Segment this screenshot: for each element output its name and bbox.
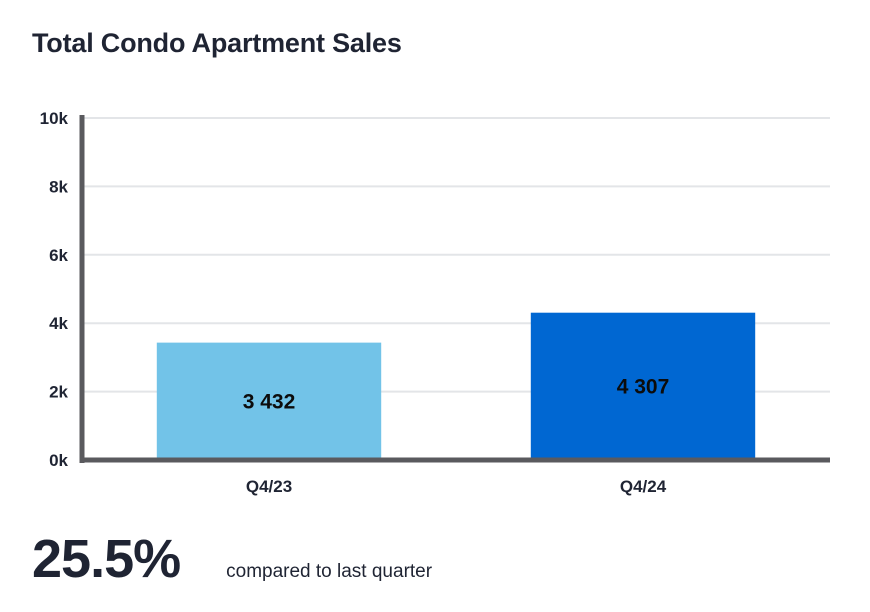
y-tick-label: 6k (49, 246, 68, 265)
change-caption: compared to last quarter (226, 561, 433, 582)
y-tick-label: 8k (49, 177, 68, 196)
labels: 0k 2k 4k 6k 8k 10k 3 432 Q4/23 4 307 Q4/24 (40, 109, 670, 496)
axes (79, 115, 830, 463)
summary: 25.5% compared to last quarter (32, 528, 432, 590)
y-tick-label: 2k (49, 383, 68, 402)
bars (156, 312, 756, 460)
x-tick-label: Q4/24 (620, 477, 667, 496)
bar-value-label: 4 307 (617, 375, 670, 398)
bar-q4-23 (156, 342, 382, 460)
y-tick-label: 10k (40, 109, 69, 128)
bar-value-label: 3 432 (243, 390, 296, 413)
y-tick-label: 4k (49, 314, 68, 333)
x-tick-label: Q4/23 (246, 477, 292, 496)
change-percentage: 25.5% (32, 529, 181, 589)
y-tick-label: 0k (49, 451, 68, 470)
bar-q4-24 (530, 312, 756, 460)
chart-title: Total Condo Apartment Sales (32, 28, 402, 58)
